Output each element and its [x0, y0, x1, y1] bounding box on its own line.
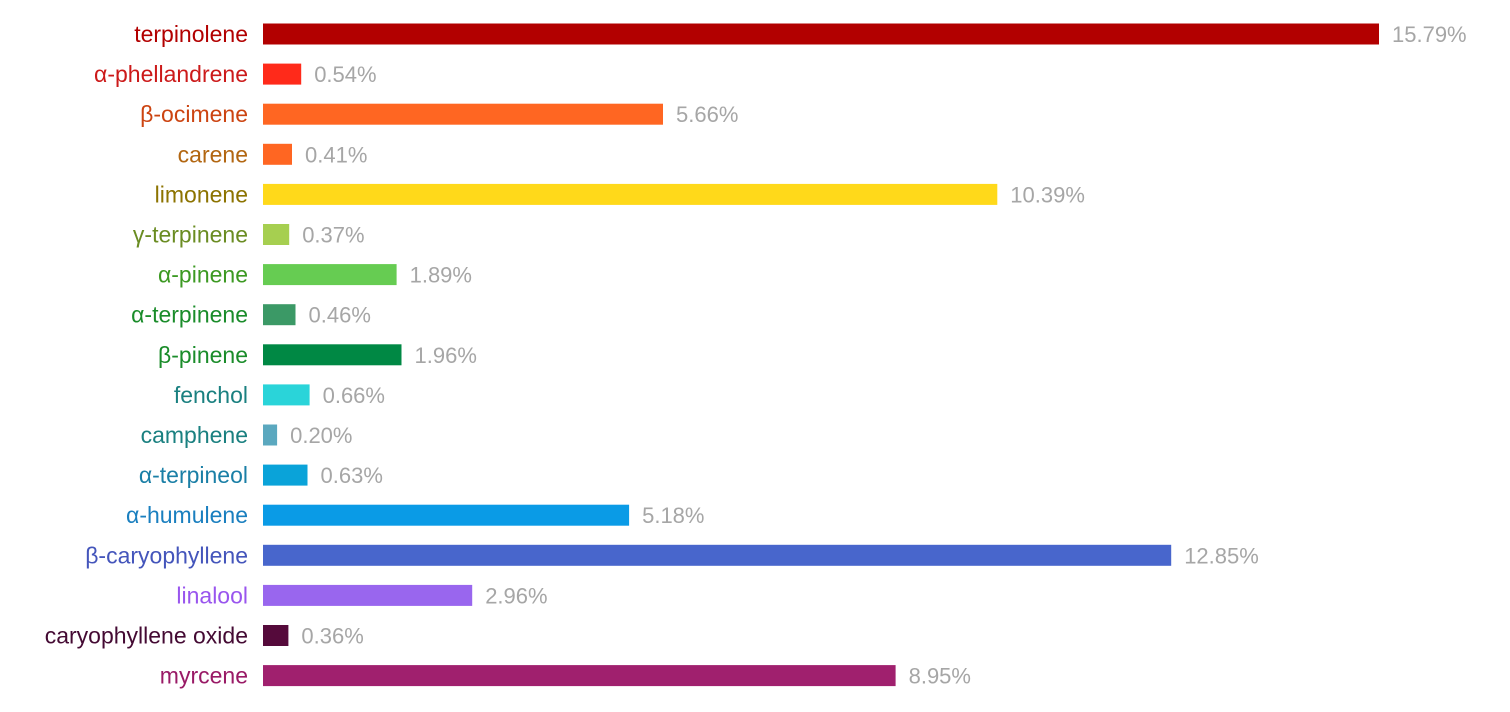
- value-label-myrcene: 8.95%: [909, 664, 971, 689]
- value-label-alpha-terpineol: 0.63%: [321, 463, 383, 488]
- bar-terpinolene: [263, 23, 1379, 45]
- bar-beta-caryophyllene: [263, 544, 1172, 566]
- value-label-limonene: 10.39%: [1010, 182, 1085, 207]
- bar-alpha-humulene: [263, 504, 630, 526]
- value-label-fenchol: 0.66%: [323, 383, 385, 408]
- category-label-caryophyllene-oxide: caryophyllene oxide: [45, 623, 248, 649]
- value-label-alpha-humulene: 5.18%: [642, 503, 704, 528]
- value-label-beta-ocimene: 5.66%: [676, 102, 738, 127]
- value-label-linalool: 2.96%: [485, 583, 547, 608]
- bars-group: [263, 23, 1379, 687]
- category-label-alpha-terpinene: α-terpinene: [131, 302, 248, 328]
- value-label-caryophyllene-oxide: 0.36%: [301, 624, 363, 649]
- category-label-myrcene: myrcene: [160, 663, 248, 689]
- category-label-beta-pinene: β-pinene: [158, 342, 248, 368]
- category-label-terpinolene: terpinolene: [134, 21, 248, 47]
- bar-alpha-terpinene: [263, 304, 296, 326]
- category-label-linalool: linalool: [176, 582, 248, 608]
- bar-carene: [263, 143, 292, 165]
- category-label-carene: carene: [178, 141, 248, 167]
- bar-alpha-terpineol: [263, 464, 308, 486]
- bar-beta-pinene: [263, 344, 402, 366]
- bar-gamma-terpinene: [263, 224, 290, 245]
- category-label-limonene: limonene: [155, 181, 248, 207]
- value-label-camphene: 0.20%: [290, 423, 352, 448]
- value-label-gamma-terpinene: 0.37%: [302, 223, 364, 248]
- bar-alpha-pinene: [263, 264, 397, 286]
- value-label-terpinolene: 15.79%: [1392, 22, 1467, 47]
- category-label-fenchol: fenchol: [174, 382, 248, 408]
- category-label-beta-ocimene: β-ocimene: [140, 101, 248, 127]
- category-label-alpha-pinene: α-pinene: [158, 262, 248, 288]
- bar-camphene: [263, 424, 278, 446]
- value-label-carene: 0.41%: [305, 142, 367, 167]
- value-label-alpha-pinene: 1.89%: [410, 263, 472, 288]
- category-label-alpha-humulene: α-humulene: [126, 502, 248, 528]
- bar-myrcene: [263, 665, 896, 687]
- category-label-gamma-terpinene: γ-terpinene: [133, 222, 248, 248]
- bar-limonene: [263, 183, 998, 205]
- value-label-alpha-terpinene: 0.46%: [309, 303, 371, 328]
- bar-alpha-phellandrene: [263, 63, 302, 85]
- value-label-beta-caryophyllene: 12.85%: [1184, 543, 1259, 568]
- bar-linalool: [263, 584, 473, 606]
- category-label-alpha-terpineol: α-terpineol: [139, 462, 248, 488]
- category-label-beta-caryophyllene: β-caryophyllene: [85, 542, 248, 568]
- bar-beta-ocimene: [263, 103, 663, 125]
- bar-caryophyllene-oxide: [263, 625, 289, 646]
- bar-fenchol: [263, 384, 310, 406]
- category-label-alpha-phellandrene: α-phellandrene: [94, 61, 248, 87]
- value-label-alpha-phellandrene: 0.54%: [314, 62, 376, 87]
- value-labels-group: 15.79% 0.54% 5.66% 0.41% 10.39% 0.37% 1.89% 0.4…: [290, 22, 1467, 689]
- value-label-beta-pinene: 1.96%: [415, 343, 477, 368]
- category-label-camphene: camphene: [141, 422, 248, 448]
- category-labels-group: terpinolene α-phellandrene β-ocimene carene…: [45, 21, 248, 689]
